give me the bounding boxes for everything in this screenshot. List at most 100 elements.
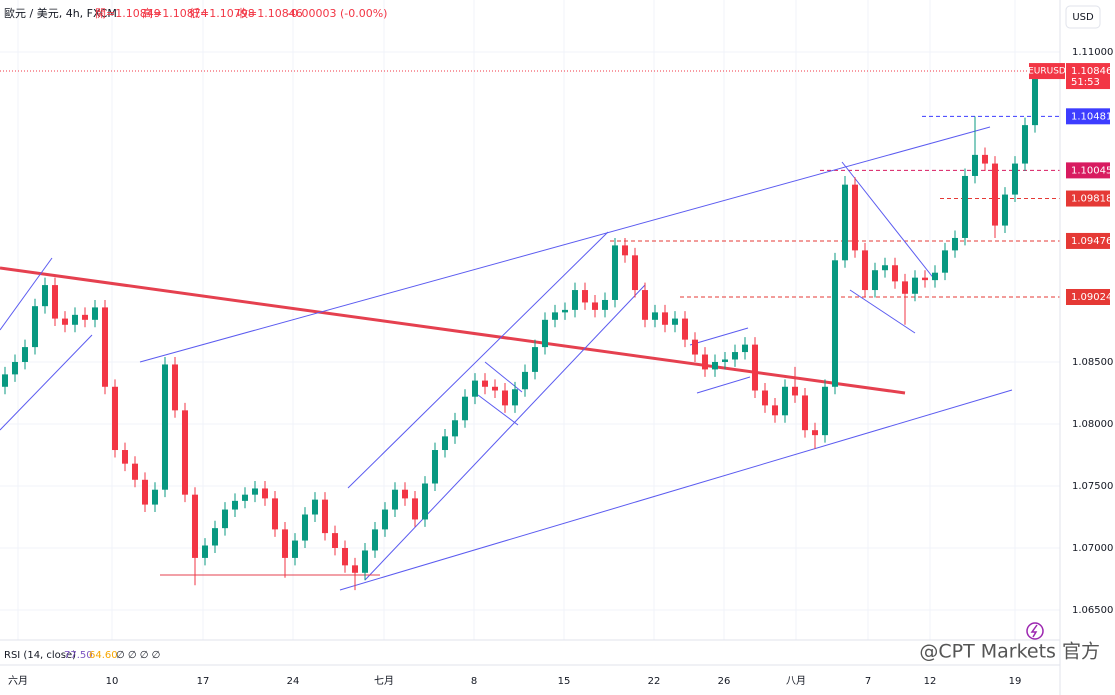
candle-body [542, 319, 548, 348]
candle-body [682, 318, 688, 340]
candle-body [812, 430, 818, 436]
candle-body [92, 307, 98, 320]
trend-line [696, 376, 751, 394]
y-tick-label: 1.11000 [1072, 47, 1113, 58]
candle-body [132, 463, 138, 480]
ohlc-close: 收=1.10846 [237, 6, 303, 20]
price-label: 1.10481 [1071, 111, 1112, 122]
x-tick-label: 26 [718, 676, 731, 687]
y-tick-label: 1.07000 [1072, 543, 1113, 554]
candle-body [742, 344, 748, 353]
candle-body [402, 489, 408, 499]
candle-body [282, 529, 288, 558]
indicator-value: 64.60 [89, 650, 118, 661]
candle-body [432, 450, 438, 484]
candle-body [382, 509, 388, 530]
x-tick-label: 15 [558, 676, 571, 687]
trend-line [841, 161, 936, 281]
trend-line [364, 284, 646, 581]
x-tick-label: 7 [865, 676, 871, 687]
candle-body [62, 318, 68, 325]
candle-body [2, 374, 8, 387]
price-label-bg [1066, 63, 1110, 90]
price-label: 1.09818 [1071, 194, 1112, 205]
y-tick-label: 1.07500 [1072, 481, 1113, 492]
trend-line [339, 389, 1013, 591]
price-label-bg [1066, 162, 1110, 179]
candle-body [912, 277, 918, 294]
candle-body [662, 312, 668, 325]
candle-body [732, 352, 738, 360]
candle-body [232, 500, 238, 510]
candles [2, 67, 1038, 591]
currency[interactable]: USD [1072, 12, 1094, 23]
x-tick-label: 22 [648, 676, 661, 687]
candle-body [642, 290, 648, 320]
candle-body [792, 386, 798, 396]
candle-body [712, 361, 718, 370]
trend-line [139, 126, 991, 363]
candle-body [562, 309, 568, 313]
symbol: 歐元 / 美元, 4h, FXCM [4, 6, 117, 20]
candle-body [532, 347, 538, 372]
x-tick-label: 12 [924, 676, 937, 687]
x-tick-label: 六月 [8, 675, 28, 687]
y-tick-label: 1.08500 [1072, 357, 1113, 368]
alert-icon[interactable] [1026, 622, 1044, 640]
price-label: 1.09476 [1071, 236, 1112, 247]
candle-body [342, 547, 348, 566]
candle-body [992, 163, 998, 226]
candle-body [152, 489, 158, 505]
candle-body [172, 364, 178, 411]
watermark: @CPT Markets 官方 [919, 641, 1100, 663]
candle-body [972, 154, 978, 176]
candle-body [852, 184, 858, 251]
candle-body [922, 277, 928, 281]
candle-body [552, 312, 558, 320]
price-label: 1.09024 [1071, 292, 1112, 303]
candle-body [602, 299, 608, 310]
trend-line [0, 257, 53, 331]
price-label-bg [1066, 108, 1110, 125]
candle-body [1012, 163, 1018, 195]
candle-body [252, 488, 258, 495]
candle-body [112, 386, 118, 451]
candle-body [512, 389, 518, 406]
candle-body [612, 245, 618, 300]
candle-body [322, 499, 328, 534]
indicator-value: 77.50 [64, 650, 93, 661]
candle-body [672, 318, 678, 325]
x-tick-label: 8 [471, 676, 477, 687]
candle-body [862, 250, 868, 291]
candle-body [592, 302, 598, 310]
ohlc-open: 開=1.10849 [95, 7, 161, 20]
currency-button[interactable] [1065, 5, 1101, 29]
grid [0, 0, 1060, 640]
indicator-name: RSI (14, close) [4, 650, 76, 661]
candle-body [82, 314, 88, 320]
candle-body [462, 396, 468, 421]
x-tick-label: 17 [197, 676, 210, 687]
candle-body [942, 250, 948, 273]
price-label-bg [1066, 288, 1110, 305]
candle-body [362, 550, 368, 573]
candle-body [22, 347, 28, 362]
candle-body [982, 154, 988, 164]
candle-body [932, 272, 938, 281]
candle-body [422, 483, 428, 520]
candle-body [582, 290, 588, 303]
x-tick-label: 24 [287, 676, 300, 687]
ohlc-low: 低=1.10798 [189, 7, 255, 20]
candle-body [842, 184, 848, 261]
bolt [1030, 624, 1038, 638]
candle-body [482, 380, 488, 387]
candle-body [12, 361, 18, 375]
candle-body [782, 386, 788, 416]
candle-body [372, 529, 378, 551]
candle-body [502, 390, 508, 406]
candle-body [772, 405, 778, 416]
candle-body [212, 528, 218, 546]
candle-body [312, 499, 318, 515]
candle-body [272, 498, 278, 530]
